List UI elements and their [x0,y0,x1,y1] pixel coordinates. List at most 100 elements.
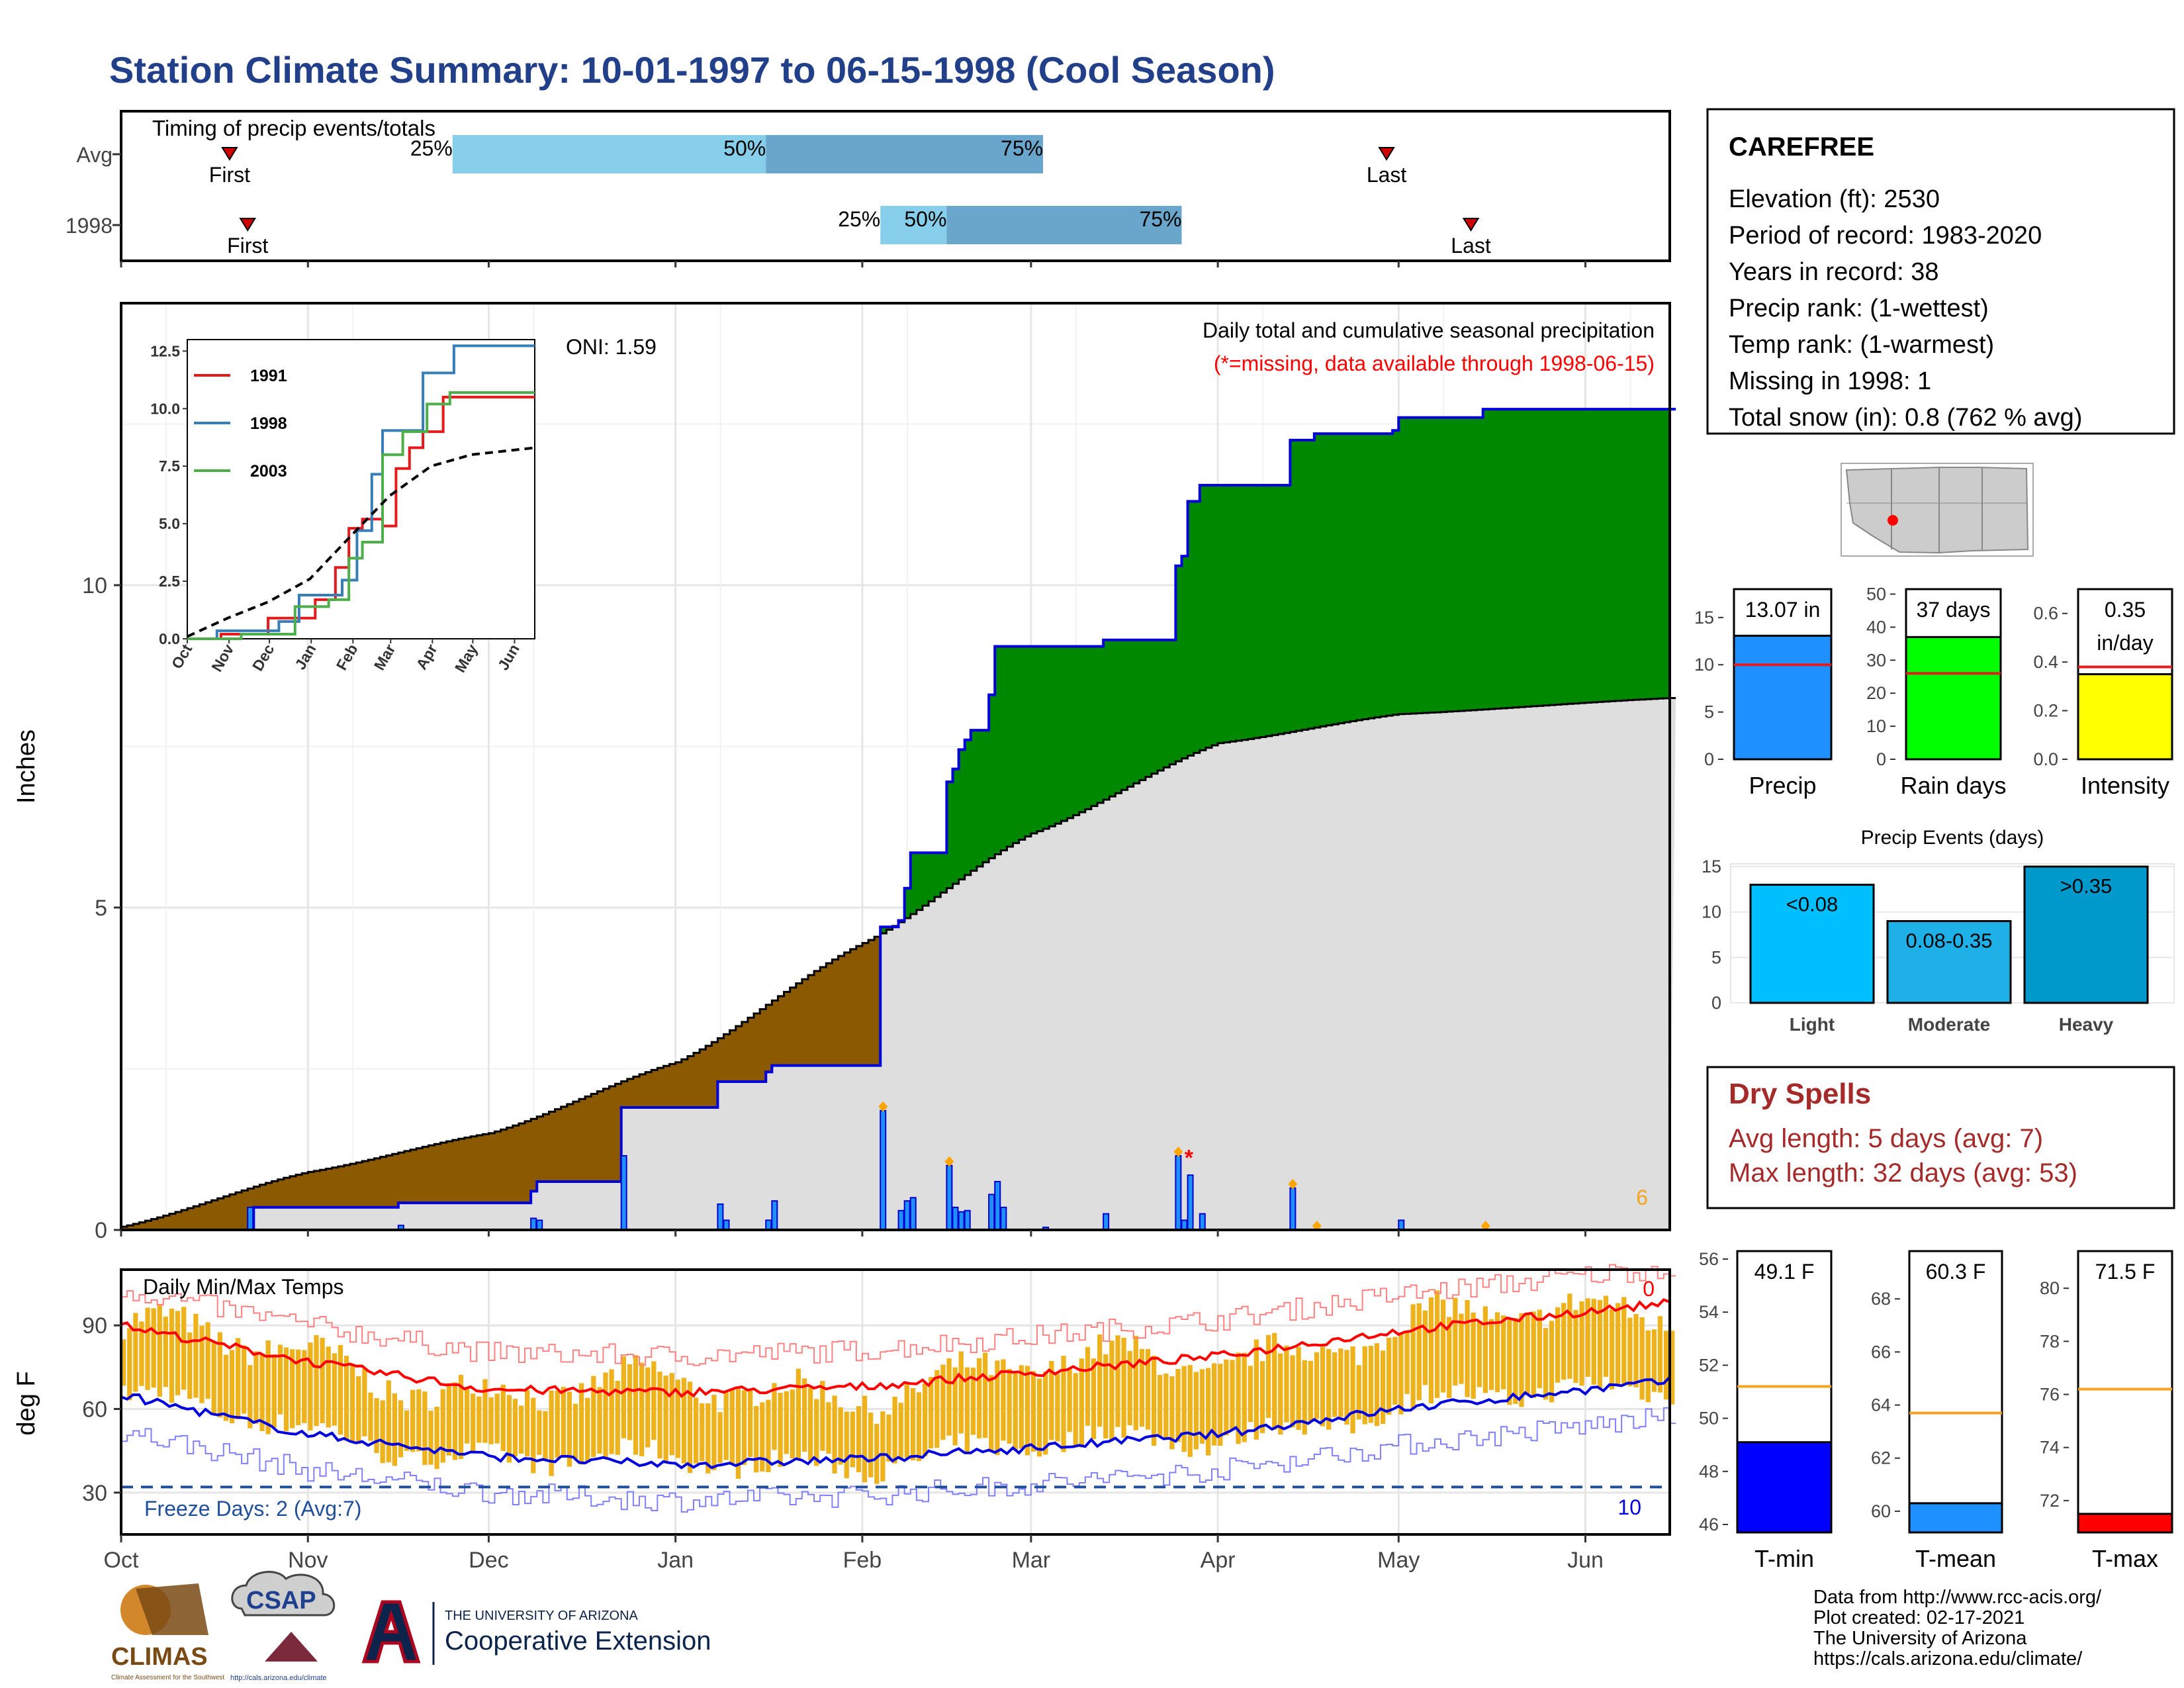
ua-a-mark [361,1600,421,1664]
daily-temp-bar [940,1364,946,1440]
deficit-area-segment [874,937,881,1066]
daily-temp-bar [1320,1346,1326,1427]
deficit-area-segment [687,1056,694,1107]
daily-temp-bar [585,1397,590,1463]
daily-temp-bar [1621,1297,1627,1385]
daily-temp-bar [181,1307,187,1390]
deficit-area-segment [488,1133,496,1203]
deficit-area-segment [705,1045,712,1107]
surplus-area-segment [1278,485,1285,734]
surplus-area-segment [1055,646,1062,824]
daily-temp-bar [211,1341,216,1415]
climas-mesa [136,1583,208,1635]
daily-precip-bar [880,1109,887,1231]
daily-temp-bar [283,1347,289,1431]
daily-temp-bar [1079,1358,1084,1448]
deficit-area-segment [440,1143,447,1203]
deficit-area-segment [790,987,797,1066]
daily-temp-bar [1651,1329,1657,1392]
month-label: Feb [843,1548,882,1573]
deficit-area-segment [621,1081,628,1107]
daily-temp-bar [145,1307,150,1390]
deficit-area-segment [223,1196,230,1230]
daily-temp-bar [958,1351,964,1434]
daily-temp-bar [747,1389,753,1457]
temp-y-tick-label: 30 [82,1481,107,1506]
daily-temp-bar [778,1393,783,1467]
daily-temp-bar [964,1367,970,1453]
surplus-area-segment [1320,434,1327,727]
surplus-area-segment [1350,434,1357,722]
surplus-area-segment [1507,409,1514,708]
daily-temp-bar [1036,1378,1042,1457]
surplus-area-segment [1579,409,1586,704]
daily-temp-bar [807,1387,813,1461]
surplus-area-segment [1169,639,1176,765]
daily-temp-bar [1531,1311,1536,1398]
tmin-tick-label: 50 [1699,1409,1719,1429]
daily-temp-bar [717,1412,723,1464]
daily-temp-bar [711,1395,717,1470]
daily-temp-bar [651,1361,657,1440]
deficit-area-segment [446,1141,453,1203]
daily-temp-bar [922,1383,928,1456]
daily-temp-bar [157,1303,162,1397]
deficit-area-segment [700,1049,706,1107]
inset-legend-label: 2003 [250,462,287,481]
timing-q50-q75-bar [946,206,1182,244]
daily-temp-bar [868,1412,874,1477]
surplus-area-segment [1145,639,1152,777]
temp-plot-frame [120,1268,1671,1536]
tmean-value-label: 60.3 F [1926,1260,1986,1284]
timing-row-label: Avg [76,143,113,167]
climas-logo: CLIMAS Climate Assessment for the Southw… [111,1583,224,1681]
tmin-bar [1736,1441,1833,1534]
daily-precip-bar [765,1219,772,1231]
deficit-area-segment [343,1165,351,1207]
precip-total-tick-label: 5 [1704,702,1714,722]
surplus-area-segment [1482,409,1490,710]
events-bar [1886,919,2012,1004]
daily-temp-bar [127,1328,132,1401]
daily-precip-bar [909,1197,917,1231]
surplus-area-segment [1392,430,1399,715]
daily-temp-bar [814,1399,819,1466]
page-title: Station Climate Summary: 10-01-1997 to 0… [109,49,1275,91]
tmin-value-label: 49.1 F [1754,1260,1815,1284]
daily-temp-bar [886,1414,891,1462]
station-location-dot [1888,515,1898,526]
deficit-area-segment [121,1227,128,1230]
surplus-area-segment [1163,639,1170,768]
month-axis-labels: Oct Nov Dec Jan Feb Mar Apr May Jun [104,1534,1604,1573]
events-bar [2023,865,2149,1004]
daily-temp-bar [1627,1317,1633,1387]
month-label: Jun [1567,1548,1604,1573]
deficit-area-segment [645,1072,652,1107]
surplus-area-segment [1091,646,1098,806]
daily-temp-bar [1133,1335,1138,1430]
timing-last-marker [1378,147,1395,161]
surplus-area-segment [1253,485,1261,738]
tmax-tick-label: 80 [2040,1278,2060,1298]
daily-precip-bar [717,1203,724,1231]
daily-temp-bar [1525,1312,1530,1395]
daily-temp-bar [506,1395,512,1463]
deficit-area-segment [741,1021,749,1082]
daily-temp-bar [1085,1346,1091,1426]
surplus-area-segment [922,853,929,906]
surplus-area-segment [1308,440,1315,729]
surplus-area-segment [1230,485,1237,742]
daily-temp-bar [1193,1372,1199,1450]
surplus-area-segment [1513,409,1520,708]
precip-events-chart: Precip Events (days) 0 5 10 15 <0.08 Light 0.08… [1702,827,2175,1035]
southwest-map [1841,463,2034,557]
daily-temp-bar [1073,1373,1078,1448]
precip-total-tick-label: 15 [1694,608,1714,628]
daily-precip-bar [994,1180,1001,1231]
daily-temp-bar [989,1375,994,1452]
daily-temp-bar [1447,1317,1452,1399]
surplus-area-segment [1061,646,1068,821]
intensity-tick-label: 0.0 [2033,749,2058,769]
precip-y-tick-label: 0 [95,1218,107,1243]
surplus-area-segment [1585,409,1592,703]
